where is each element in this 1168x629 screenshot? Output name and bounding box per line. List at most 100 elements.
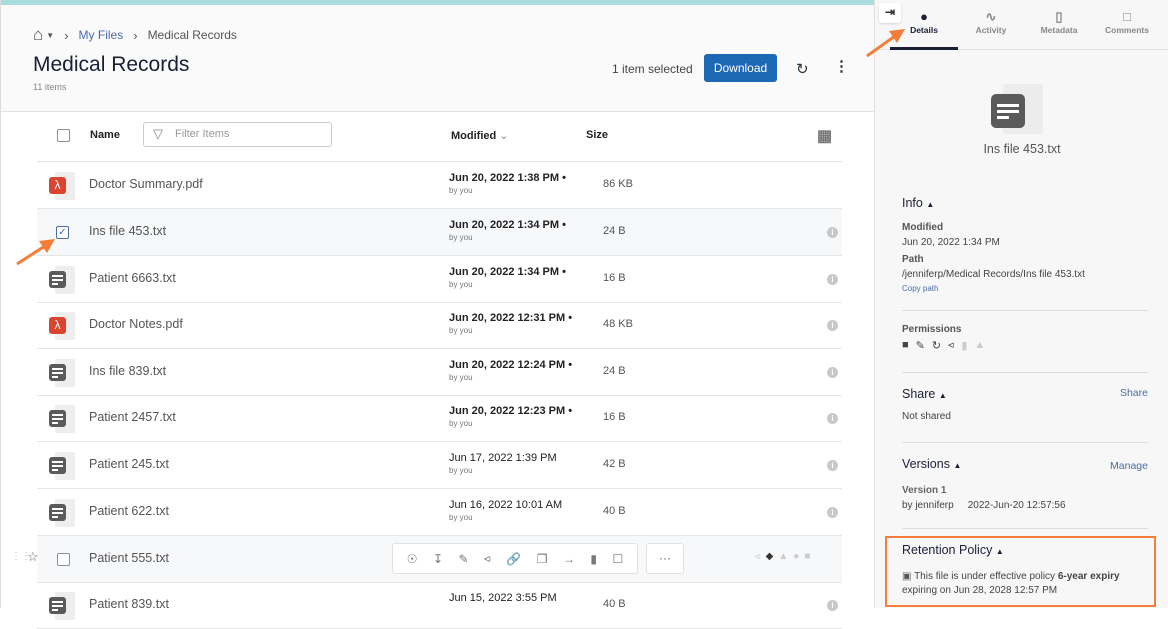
collapse-panel-icon[interactable]: ⇥ — [879, 3, 901, 23]
info-icon[interactable]: i — [827, 413, 838, 424]
file-row[interactable]: Patient 622.txt Jun 16, 2022 10:01 AM by y… — [37, 489, 842, 536]
delete-permission-icon: ▮ — [961, 340, 968, 352]
file-name[interactable]: Doctor Notes.pdf — [89, 317, 183, 331]
breadcrumb-my-files[interactable]: My Files — [78, 28, 124, 42]
caret-up-icon: ▲ — [926, 200, 935, 209]
file-modified-by: by you — [449, 373, 473, 382]
grid-view-icon[interactable]: ▦ — [817, 128, 833, 145]
chevron-down-icon[interactable]: ▼ — [46, 30, 55, 40]
path-label: Path — [902, 254, 924, 265]
column-size[interactable]: Size — [586, 129, 609, 141]
file-name[interactable]: Patient 6663.txt — [89, 271, 176, 285]
info-icon[interactable]: i — [827, 320, 838, 331]
info-icon[interactable]: i — [827, 367, 838, 378]
share-title: Share — [902, 387, 936, 401]
info-icon[interactable]: i — [827, 507, 838, 518]
divider — [902, 528, 1148, 529]
tab-label: Metadata — [1040, 25, 1078, 35]
info-toggle[interactable]: Info ▲ — [902, 196, 1148, 210]
move-icon[interactable]: → — [562, 551, 575, 566]
row-checkbox-checked[interactable]: ✓ — [56, 226, 69, 239]
file-row[interactable]: Patient 2457.txt Jun 20, 2022 12:23 PM • b… — [37, 395, 842, 442]
tab-details[interactable]: ● Details — [890, 0, 958, 50]
activity-icon: ∿ — [985, 9, 997, 24]
filter-placeholder: Filter Items — [175, 128, 230, 140]
lock-icon[interactable]: ☐ — [612, 551, 624, 566]
file-size: 42 B — [603, 458, 626, 470]
file-modified-by: by you — [449, 186, 473, 195]
row-checkbox[interactable] — [57, 553, 70, 566]
file-name[interactable]: Ins file 453.txt — [89, 224, 167, 238]
row-actions-toolbar: ☉ ↧ ✎ ⪦ 🔗 ❐ → ▮ ☐ — [392, 543, 638, 574]
file-name[interactable]: Patient 2457.txt — [89, 410, 176, 424]
file-row[interactable]: ⋮⋮ ☆ Patient 555.txt ☉ ↧ ✎ ⪦ 🔗 ❐ → ▮ ☐ ··· ⪦ ◆ ▲ ● ■ — [11, 536, 842, 583]
sort-down-icon: ⌄ — [499, 130, 509, 142]
view-icon[interactable]: ☉ — [406, 551, 418, 566]
share-toggle[interactable]: Share ▲ — [902, 387, 1148, 401]
path-value: /jenniferp/Medical Records/Ins file 453.… — [902, 269, 1085, 280]
info-icon: ● — [920, 9, 928, 24]
column-modified[interactable]: Modified ⌄ — [451, 129, 509, 142]
file-name[interactable]: Ins file 839.txt — [89, 364, 167, 378]
file-size: 40 B — [603, 598, 626, 610]
refresh-icon[interactable]: ↻ — [796, 61, 809, 78]
copy-icon[interactable]: ❐ — [536, 551, 548, 566]
copy-path-link[interactable]: Copy path — [902, 284, 939, 293]
share-link[interactable]: Share — [1119, 387, 1148, 399]
file-modified-by: by you — [449, 419, 473, 428]
more-actions-button[interactable]: ··· — [646, 543, 684, 574]
delete-icon[interactable]: ▮ — [590, 551, 598, 566]
info-icon[interactable]: i — [827, 227, 838, 238]
file-modified-by: by you — [449, 233, 473, 242]
retention-toggle[interactable]: Retention Policy ▲ — [902, 543, 1148, 557]
permissions-section: Permissions ■ ✎ ↻ ⪦ ▮ ▲ — [902, 324, 1148, 352]
star-icon[interactable]: ☆ — [27, 549, 39, 564]
edit-icon[interactable]: ✎ — [458, 551, 469, 566]
file-modified: Jun 20, 2022 1:34 PM • — [449, 219, 566, 231]
modified-date: Jun 15, 2022 3:55 PM — [449, 592, 557, 604]
tab-label: Details — [910, 25, 938, 35]
file-row[interactable]: Ins file 839.txt Jun 20, 2022 12:24 PM • b… — [37, 349, 842, 396]
column-name[interactable]: Name — [90, 129, 120, 141]
versions-section: Versions ▲ Manage Version 1 by jenniferp… — [902, 457, 1148, 511]
file-row[interactable]: ✓ Ins file 453.txt Jun 20, 2022 1:34 PM • b… — [37, 209, 842, 256]
file-name[interactable]: Patient 839.txt — [89, 597, 169, 611]
chevron-right-icon: › — [64, 27, 69, 43]
info-icon[interactable]: i — [827, 274, 838, 285]
file-name[interactable]: Patient 245.txt — [89, 457, 169, 471]
tab-activity[interactable]: ∿ Activity — [957, 0, 1025, 50]
download-icon[interactable]: ↧ — [432, 551, 444, 566]
shared-icon: ⪦ — [755, 551, 761, 562]
file-name[interactable]: Doctor Summary.pdf — [89, 177, 203, 191]
tab-metadata[interactable]: ▯ Metadata — [1025, 0, 1093, 50]
share-icon[interactable]: ⪦ — [484, 551, 491, 565]
retention-title: Retention Policy — [902, 543, 993, 557]
drag-handle-icon[interactable]: ⋮⋮ — [11, 551, 31, 562]
file-modified-by: by you — [449, 513, 473, 522]
select-all-checkbox[interactable] — [57, 129, 70, 142]
modified-date: Jun 16, 2022 10:01 AM — [449, 499, 563, 511]
tab-comments[interactable]: □ Comments — [1093, 0, 1161, 50]
modified-date: Jun 20, 2022 12:23 PM — [449, 405, 566, 417]
version-label: Version 1 — [902, 485, 947, 496]
file-name[interactable]: Patient 555.txt — [89, 551, 169, 565]
file-row[interactable]: λ Doctor Summary.pdf Jun 20, 2022 1:38 PM … — [37, 162, 842, 209]
file-name[interactable]: Patient 622.txt — [89, 504, 169, 518]
home-icon[interactable]: ⌂ — [33, 25, 44, 44]
download-button[interactable]: Download — [704, 54, 777, 82]
link-icon[interactable]: 🔗 — [506, 551, 522, 566]
manage-versions-link[interactable]: Manage — [1110, 460, 1148, 472]
versions-toggle[interactable]: Versions ▲ — [902, 457, 1148, 471]
file-row[interactable]: Patient 6663.txt Jun 20, 2022 1:34 PM • by… — [37, 256, 842, 303]
caret-up-icon: ▲ — [953, 461, 962, 470]
file-modified: Jun 20, 2022 1:38 PM • — [449, 172, 566, 184]
top-accent-bar — [1, 0, 875, 5]
info-icon[interactable]: i — [827, 600, 838, 611]
kebab-icon[interactable]: ⋮ — [834, 58, 849, 75]
file-row[interactable]: Patient 839.txt Jun 15, 2022 3:55 PM 40 B i — [37, 582, 842, 629]
file-row[interactable]: λ Doctor Notes.pdf Jun 20, 2022 12:31 PM •… — [37, 302, 842, 349]
info-icon[interactable]: i — [827, 460, 838, 471]
filter-input[interactable]: ▽ Filter Items — [143, 122, 332, 147]
row-status-icons: ⪦ ◆ ▲ ● ■ — [755, 551, 810, 562]
file-row[interactable]: Patient 245.txt Jun 17, 2022 1:39 PM by yo… — [37, 442, 842, 489]
